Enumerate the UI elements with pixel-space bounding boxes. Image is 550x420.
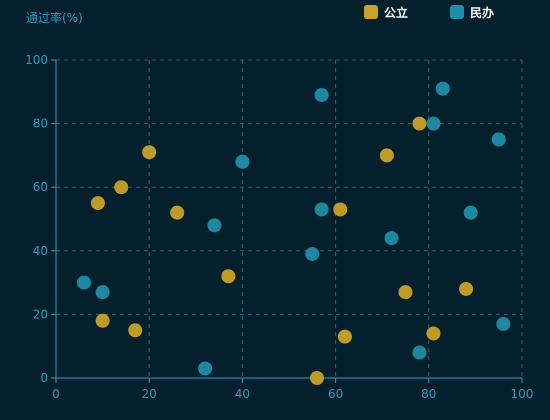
data-point — [384, 231, 399, 246]
legend-swatch — [364, 5, 378, 19]
data-point — [221, 269, 236, 284]
series-0 — [90, 116, 474, 385]
data-point — [459, 281, 474, 296]
x-tick-label: 40 — [235, 387, 250, 401]
data-point — [90, 196, 105, 211]
x-tick-label: 0 — [52, 387, 60, 401]
data-point — [235, 154, 250, 169]
data-point — [496, 316, 511, 331]
data-point — [463, 205, 478, 220]
legend-swatch — [450, 5, 464, 19]
data-point — [435, 81, 450, 96]
y-tick-label: 60 — [33, 180, 48, 194]
data-points — [76, 81, 511, 385]
legend-item[interactable]: 民办 — [450, 5, 494, 20]
data-point — [114, 180, 129, 195]
data-point — [337, 329, 352, 344]
grid-lines — [56, 59, 523, 378]
x-tick-label: 100 — [511, 387, 534, 401]
data-point — [309, 371, 324, 385]
data-point — [128, 323, 143, 338]
data-point — [412, 116, 427, 131]
data-point — [95, 285, 110, 300]
axes — [51, 59, 523, 383]
data-point — [95, 313, 110, 328]
y-tick-label: 40 — [33, 244, 48, 258]
x-tick-label: 60 — [328, 387, 343, 401]
legend: 公立 民办 — [364, 5, 494, 20]
x-tick-label: 20 — [142, 387, 157, 401]
tick-labels: 0 20 40 60 80 100 0 20 40 60 80 100 — [25, 53, 533, 401]
y-tick-label: 0 — [40, 371, 48, 385]
data-point — [398, 285, 413, 300]
data-point — [426, 326, 441, 341]
y-tick-label: 20 — [33, 307, 48, 321]
series-1 — [76, 81, 511, 376]
data-point — [207, 218, 222, 233]
data-point — [412, 345, 427, 360]
y-tick-label: 80 — [33, 117, 48, 131]
data-point — [305, 246, 320, 261]
data-point — [379, 148, 394, 163]
data-point — [142, 145, 157, 160]
data-point — [314, 87, 329, 102]
x-tick-label: 80 — [421, 387, 436, 401]
y-axis-label: 通过率(%) — [26, 10, 83, 25]
y-tick-label: 100 — [25, 53, 48, 67]
legend-item[interactable]: 公立 — [364, 5, 408, 20]
data-point — [491, 132, 506, 147]
legend-label: 民办 — [470, 5, 494, 20]
data-point — [426, 116, 441, 131]
data-point — [314, 202, 329, 217]
data-point — [333, 202, 348, 217]
data-point — [170, 205, 185, 220]
legend-label: 公立 — [384, 5, 408, 20]
data-point — [76, 275, 91, 290]
data-point — [198, 361, 213, 376]
